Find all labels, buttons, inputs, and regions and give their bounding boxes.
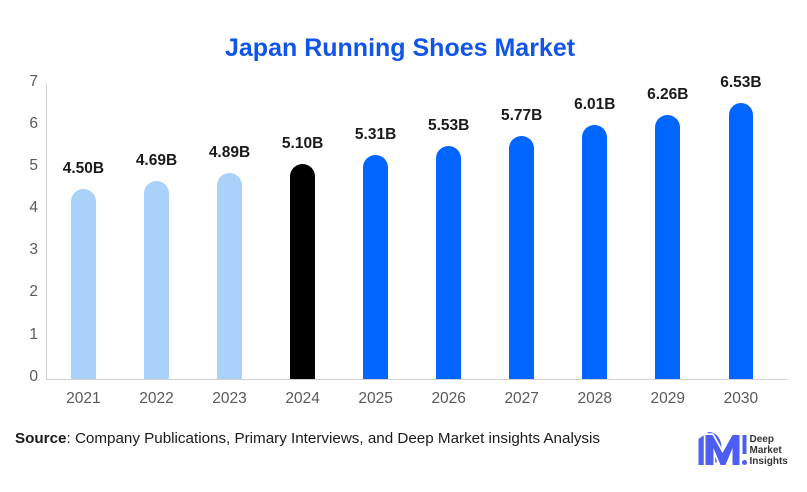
svg-text:Deep: Deep bbox=[750, 434, 774, 445]
svg-text:Insights: Insights bbox=[750, 456, 789, 467]
svg-text:Market: Market bbox=[750, 445, 783, 456]
